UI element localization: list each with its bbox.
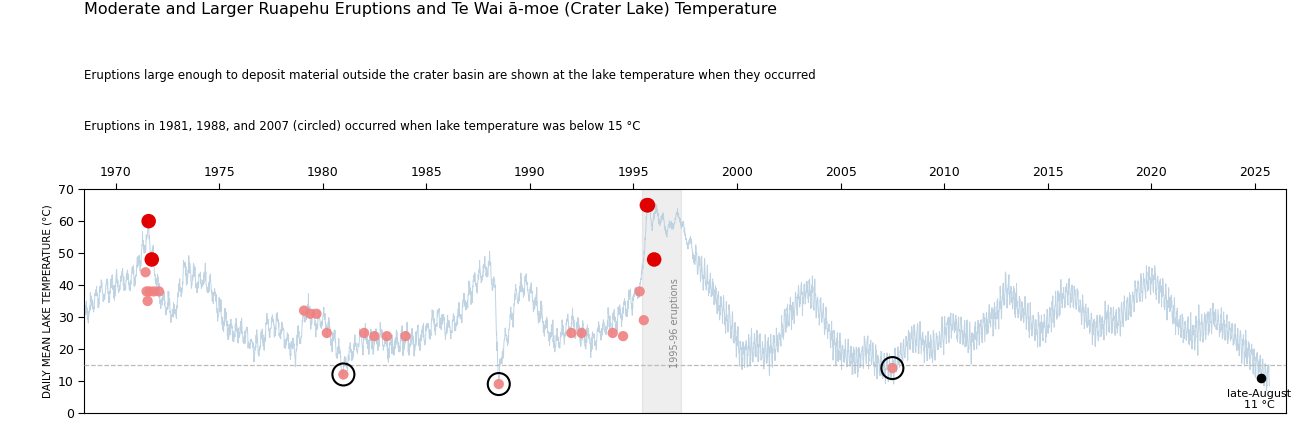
Point [644,256,665,263]
Text: Eruptions in 1981, 1988, and 2007 (circled) occurred when lake temperature was b: Eruptions in 1981, 1988, and 2007 (circl… [84,120,640,133]
Point [637,202,657,209]
Point [139,288,160,295]
Point [142,256,162,263]
Point [294,307,314,314]
Point [353,329,374,336]
Y-axis label: DAILY MEAN LAKE TEMPERATURE (°C): DAILY MEAN LAKE TEMPERATURE (°C) [43,204,52,398]
Point [377,333,397,340]
Text: 1995-96 eruptions: 1995-96 eruptions [670,278,679,369]
Point [395,333,416,340]
Point [603,329,624,336]
Point [138,218,158,224]
Point [317,329,338,336]
Point [307,310,327,317]
Point [572,329,592,336]
Point [629,288,650,295]
Point [1251,374,1272,381]
Point [300,310,321,317]
Point [135,269,156,276]
Point [613,333,634,340]
Bar [642,189,681,413]
Point [136,288,157,295]
Point [148,288,169,295]
Point [882,365,903,372]
Point [138,298,158,304]
Point [488,381,509,387]
Text: late-August
11 °C: late-August 11 °C [1228,389,1291,411]
Point [634,317,655,324]
Point [364,333,385,340]
Point [143,288,164,295]
Point [638,202,659,209]
Text: Eruptions large enough to deposit material outside the crater basin are shown at: Eruptions large enough to deposit materi… [84,69,816,82]
Point [333,371,353,378]
Point [561,329,582,336]
Text: Moderate and Larger Ruapehu Eruptions and Te Wai ā-moe (Crater Lake) Temperature: Moderate and Larger Ruapehu Eruptions an… [84,2,777,17]
